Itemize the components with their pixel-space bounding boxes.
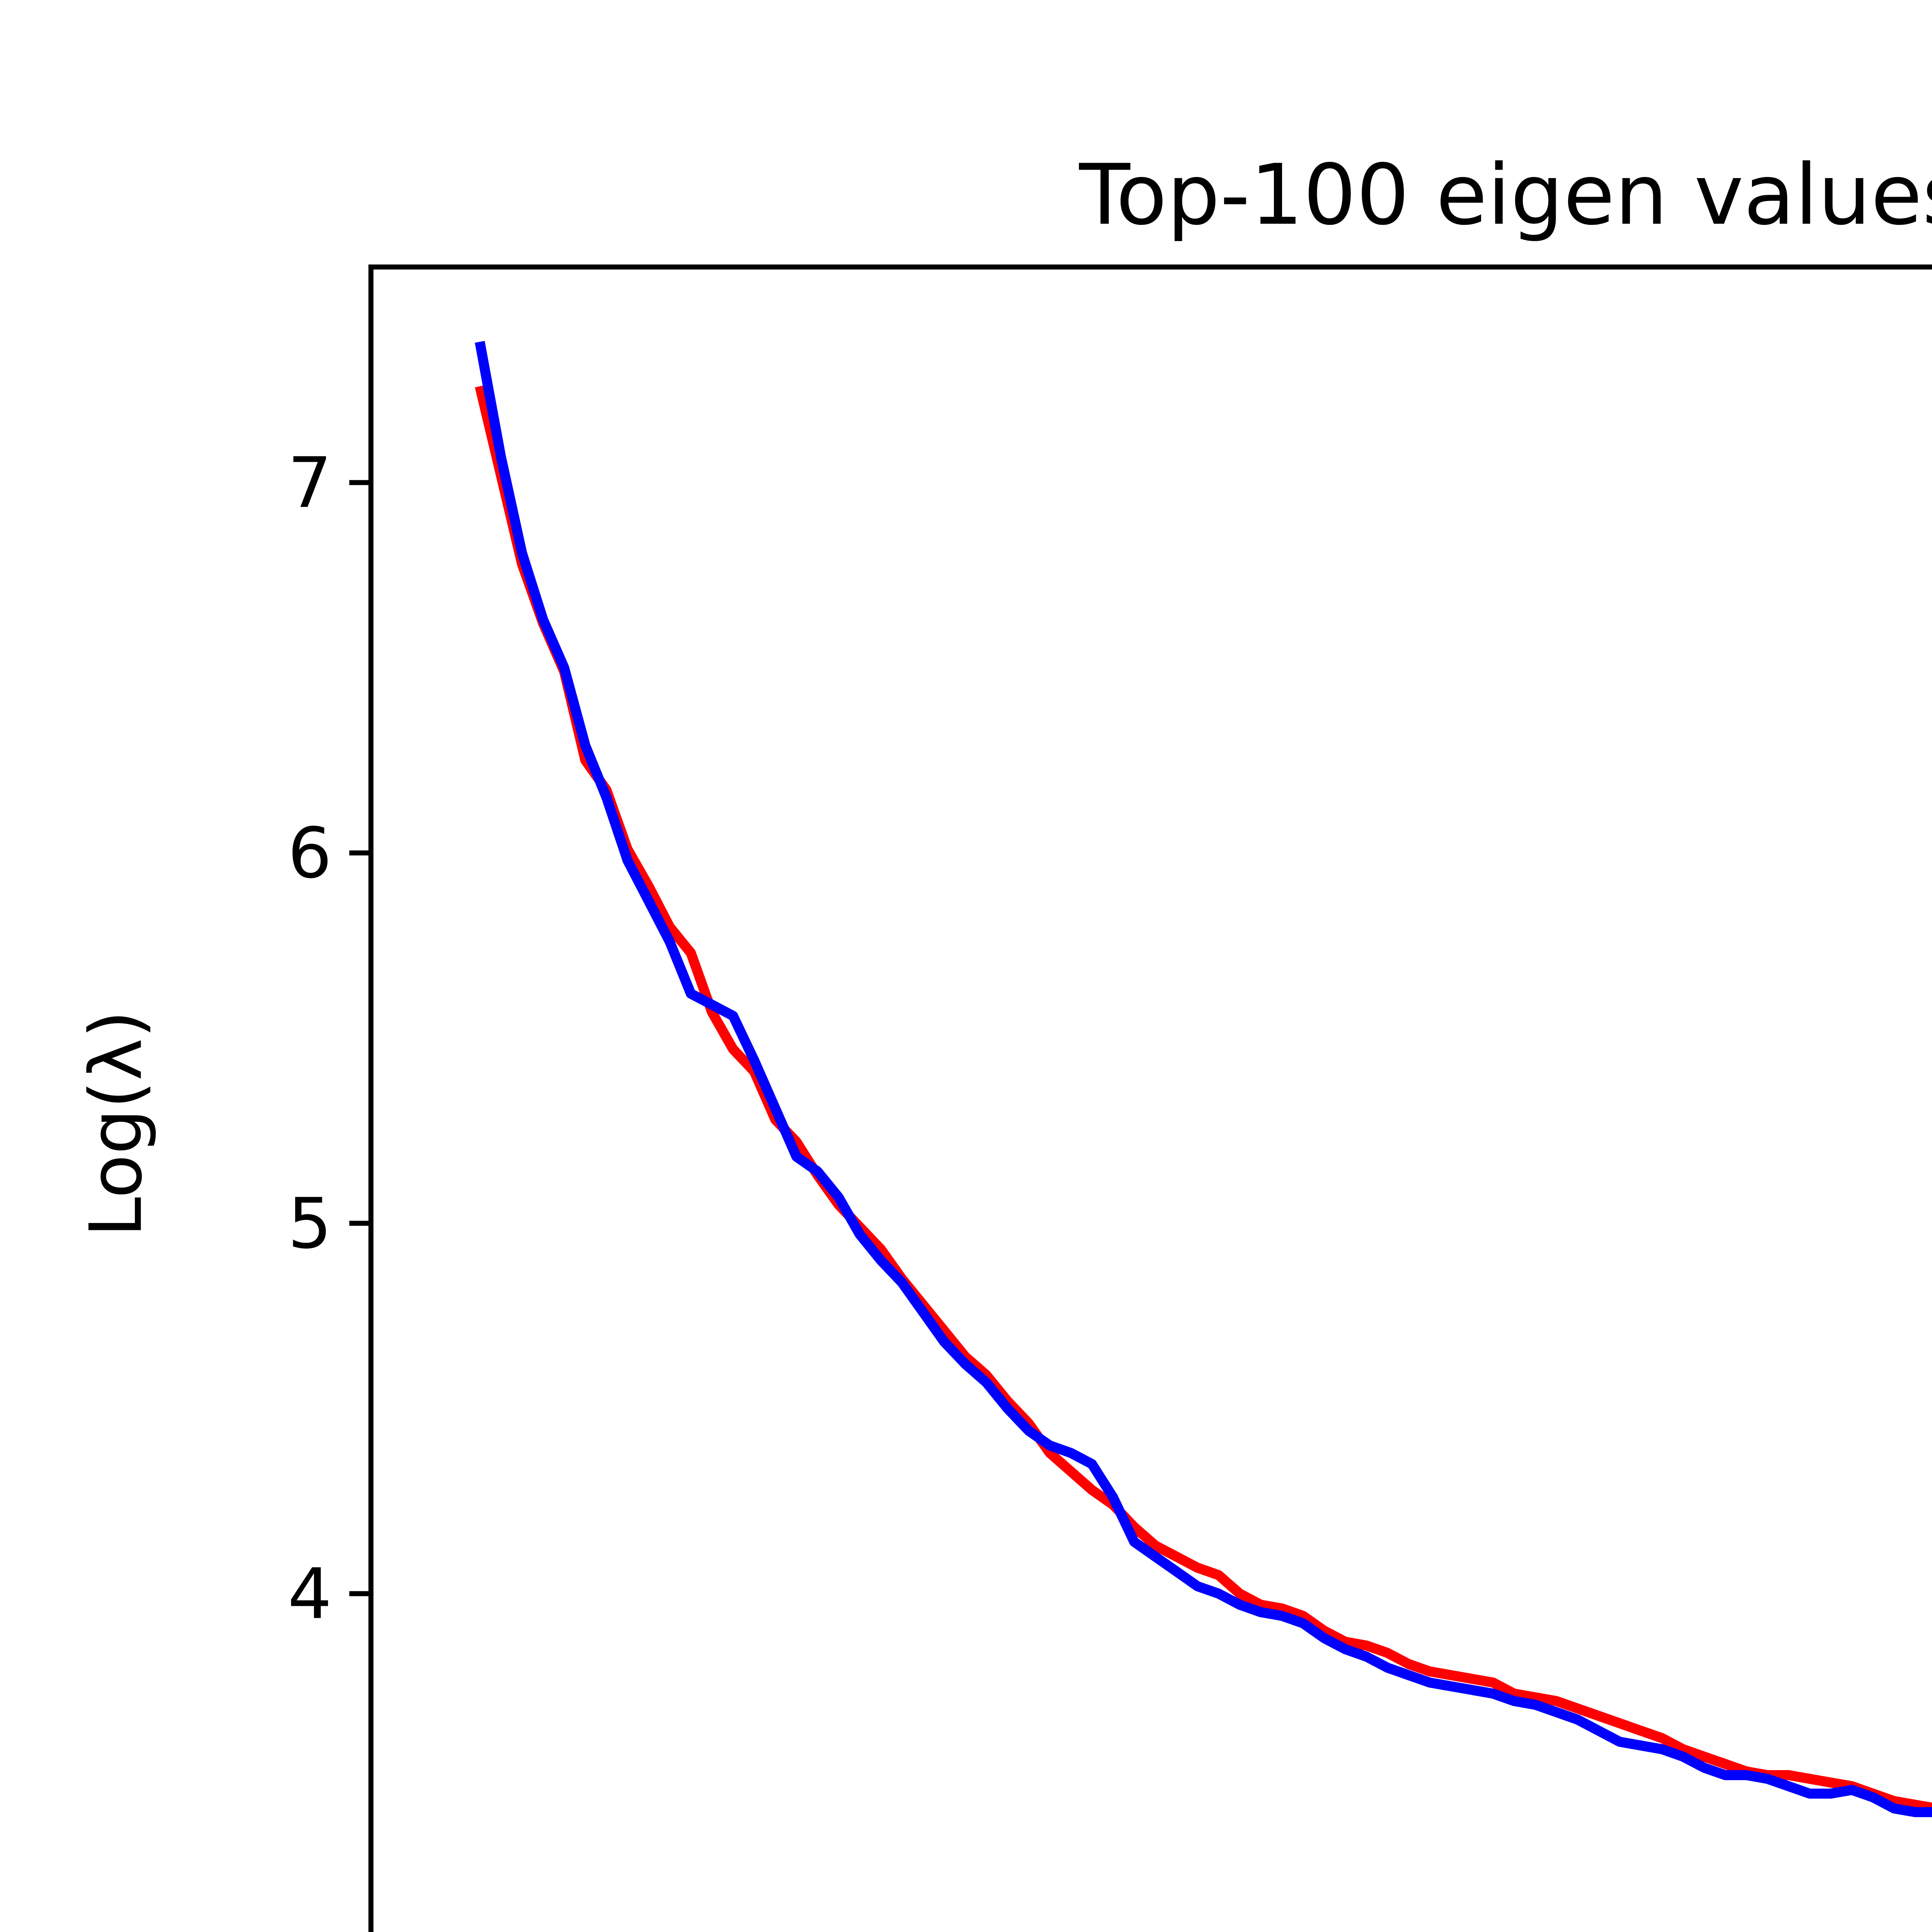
plot-border <box>368 264 1932 1932</box>
y-tick-label: 6 <box>287 813 332 894</box>
y-axis-label: Log(λ) <box>74 1010 158 1237</box>
y-tick-label: 5 <box>287 1184 332 1264</box>
y-tick-label: 3 <box>287 1924 332 1932</box>
series-blue-line <box>474 341 1932 1817</box>
plot-background <box>371 267 1932 1932</box>
y-tick-label: 7 <box>287 443 332 524</box>
y-ticks: 3 4 5 6 7 <box>287 443 371 1932</box>
chart-title: Top-100 eigen values <box>1079 146 1932 243</box>
y-tick-label: 4 <box>287 1554 332 1634</box>
